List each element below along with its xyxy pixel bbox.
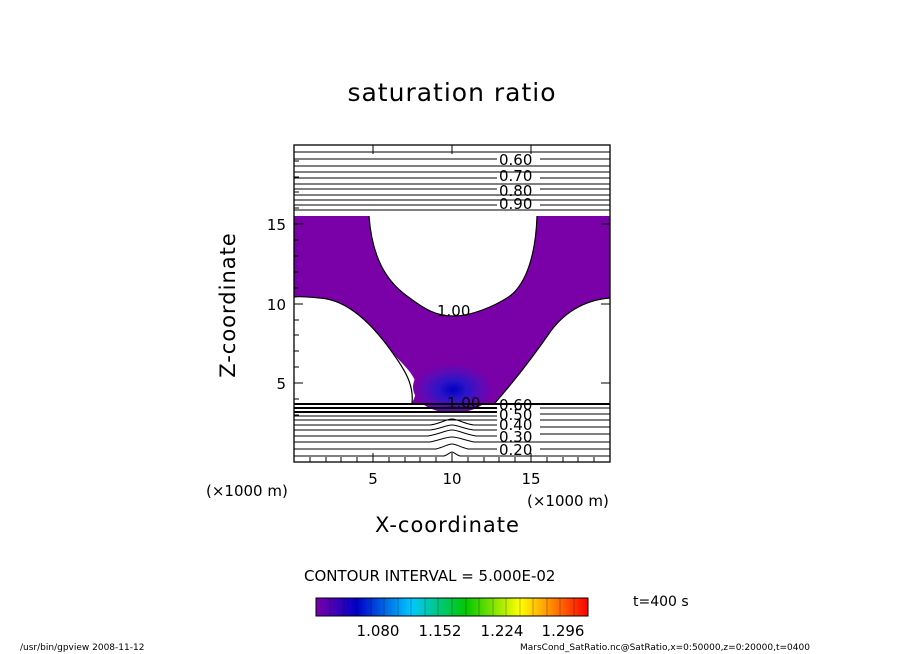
supersaturated-fill: [294, 216, 610, 403]
y-tick-label-5: 5: [276, 375, 286, 393]
top-contour-lines: [294, 151, 610, 211]
contour-1.00-right: [494, 297, 611, 404]
colorbar-dividers: [329, 598, 575, 616]
contour-label-top-1: 0.70: [499, 167, 532, 185]
contour-label-mid: 1.00: [437, 302, 470, 320]
contour-1.00-upper: [368, 215, 538, 317]
footer-left: /usr/bin/gpview 2008-11-12: [20, 643, 145, 653]
x-axis-unit-right: (×1000 m): [527, 492, 609, 510]
y-axis-label: Z-coordinate: [216, 232, 240, 378]
x-tick-label-10: 10: [442, 470, 461, 488]
chart-title: saturation ratio: [347, 78, 557, 107]
contour-label-bottom-4: 0.20: [499, 441, 532, 459]
footer-right: MarsCond_SatRatio.nc@SatRatio,x=0:50000,…: [520, 643, 810, 653]
y-tick-label-10: 10: [267, 296, 286, 314]
bottom-contour-lines: [294, 403, 610, 457]
contour-label-bottom-3: 0.30: [499, 428, 532, 446]
contour-label-peak: 1.00: [447, 394, 480, 412]
axis-ticks: [294, 145, 610, 462]
contour-interval-label: CONTOUR INTERVAL = 5.000E-02: [304, 567, 556, 585]
colorbar-tick-0: 1.080: [356, 622, 400, 640]
contour-label-bottom-1: 0.50: [499, 406, 532, 424]
contour-label-top-3: 0.90: [499, 195, 532, 213]
contour-label-top-0: 0.60: [499, 151, 532, 169]
x-axis-label: X-coordinate: [375, 513, 520, 537]
contour-label-bottom-2: 0.40: [499, 416, 532, 434]
contour-label-bottom-0: 0.60: [499, 396, 532, 414]
x-tick-label-5: 5: [368, 470, 378, 488]
x-axis-unit-left: (×1000 m): [206, 482, 288, 500]
colorbar-tick-2: 1.224: [480, 622, 524, 640]
x-tick-label-15: 15: [521, 470, 540, 488]
contour-1.00-left: [293, 295, 413, 404]
time-label: t=400 s: [633, 594, 689, 610]
contour-label-top-2: 0.80: [499, 182, 532, 200]
supersaturated-peak: [413, 361, 493, 413]
colorbar-tick-1: 1.152: [418, 622, 462, 640]
colorbar-tick-3: 1.296: [541, 622, 585, 640]
y-tick-label-15: 15: [267, 216, 286, 234]
